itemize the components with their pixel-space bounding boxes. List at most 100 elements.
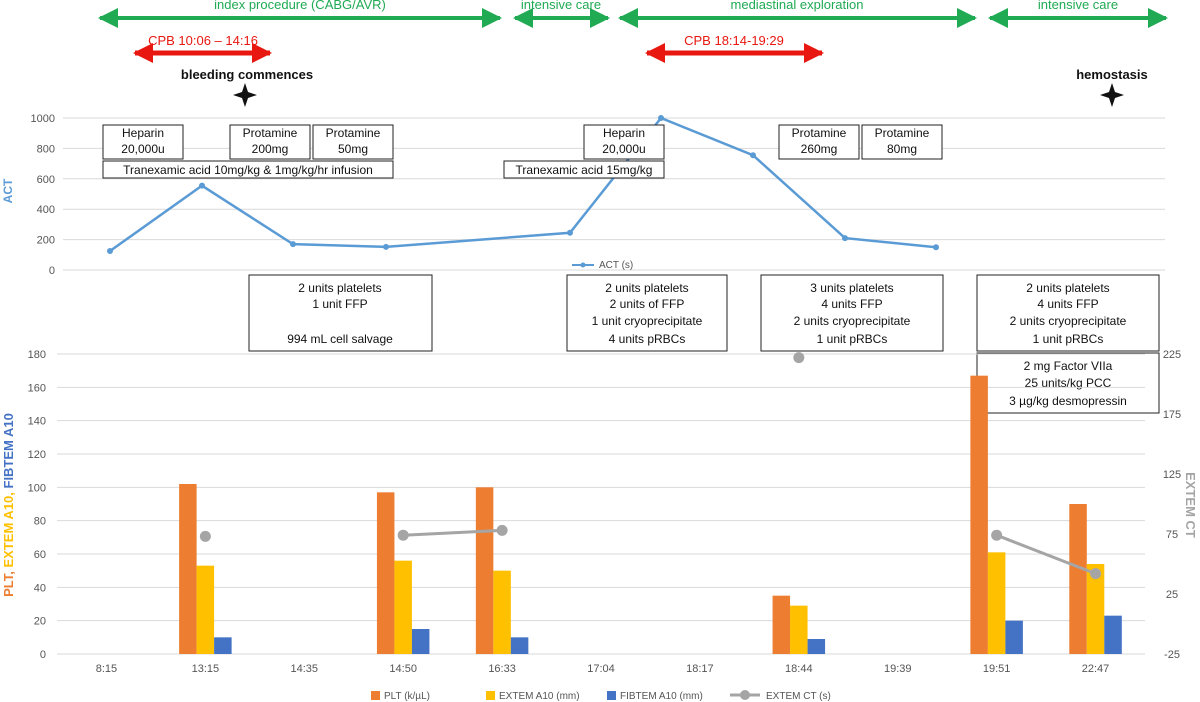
lab-y-tick-label: 100 bbox=[28, 482, 46, 494]
lab-y-ticks: 0 20 40 60 80 100 120 140 160 180 bbox=[28, 349, 46, 661]
legend-label-extem-ct: EXTEM CT (s) bbox=[766, 691, 831, 702]
lab-y-tick-label: 180 bbox=[28, 349, 46, 361]
lab-x-tick-label: 14:35 bbox=[291, 663, 319, 675]
lab-x-tick-label: 19:51 bbox=[983, 663, 1011, 675]
act-series bbox=[107, 115, 939, 254]
act-legend-label: ACT (s) bbox=[599, 260, 633, 271]
extem-ct-segment bbox=[403, 528, 503, 537]
phase-label-index-procedure: index procedure (CABG/AVR) bbox=[214, 0, 386, 12]
bar-extem-a10-mm-19-51 bbox=[987, 552, 1006, 654]
extem-ct-point-16-33 bbox=[496, 524, 508, 536]
bar-plt-k-l-19-51 bbox=[970, 375, 988, 654]
lab-series bbox=[179, 375, 1122, 654]
extem-ct-point-18-44 bbox=[793, 352, 805, 364]
drug-box: Protamine 50mg bbox=[312, 124, 394, 160]
event-label-bleeding: bleeding commences bbox=[181, 67, 313, 82]
transfusion-box: 3 units platelets 4 units FFP 2 units cryo… bbox=[760, 274, 944, 352]
lab-y2-ticks: -25 25 75 125 175 225 bbox=[1163, 349, 1181, 661]
bar-plt-k-l-18-44 bbox=[772, 595, 791, 654]
lab-gridlines bbox=[57, 353, 1145, 655]
phase-label-intensive-care-2: intensive care bbox=[1038, 0, 1118, 12]
bar-fibtem-a10-mm-19-51 bbox=[1005, 620, 1023, 654]
star-icon bbox=[1100, 83, 1124, 107]
extem-ct-point-19-51 bbox=[991, 529, 1003, 541]
act-point-19-39 bbox=[842, 235, 848, 242]
cpb-label-1: CPB 10:06 – 14:16 bbox=[148, 33, 258, 48]
act-point-14-50 bbox=[383, 243, 389, 250]
act-point-14-35 bbox=[290, 241, 296, 248]
lab-x-tick-label: 16:33 bbox=[488, 663, 516, 675]
lab-y-tick-label: 160 bbox=[28, 382, 46, 394]
transfusion-box: 2 units platelets 2 units of FFP 1 unit cr… bbox=[566, 274, 728, 352]
bar-extem-a10-mm-14-50 bbox=[394, 560, 412, 654]
drug-box: Tranexamic acid 15mg/kg bbox=[503, 160, 665, 179]
act-y-tick-label: 0 bbox=[49, 265, 55, 277]
drug-box: Tranexamic acid 10mg/kg & 1mg/kg/hr infu… bbox=[102, 160, 394, 179]
event-markers: bleeding commences hemostasis bbox=[181, 67, 1148, 107]
transfusion-box: 2 mg Factor VIIa 25 units/kg PCC 3 µg/kg d… bbox=[976, 352, 1160, 414]
lab-y2-axis-label: EXTEM CT bbox=[1183, 472, 1198, 538]
transfusion-annotations: 2 units platelets 1 unit FFP 994 mL cell s… bbox=[248, 274, 1160, 414]
bar-fibtem-a10-mm-13-15 bbox=[214, 637, 232, 654]
lab-x-ticks: 8:15 13:15 14:35 14:50 16:33 17:04 18:17 18:44 1… bbox=[96, 663, 1110, 675]
lab-y-tick-label: 120 bbox=[28, 449, 46, 461]
act-y-tick-label: 400 bbox=[37, 204, 55, 216]
bar-fibtem-a10-mm-16-33 bbox=[510, 637, 529, 654]
act-y-tick-label: 800 bbox=[37, 143, 55, 155]
legend-marker-extem-ct bbox=[740, 690, 750, 700]
star-icon bbox=[233, 83, 257, 107]
bar-plt-k-l-16-33 bbox=[475, 487, 494, 654]
cpb-timeline: CPB 10:06 – 14:16 CPB 18:14-19:29 bbox=[133, 33, 824, 63]
legend-label-plt: PLT (k/µL) bbox=[384, 691, 430, 702]
svg-text:Tranexamic acid 15mg/kg: Tranexamic acid 15mg/kg bbox=[516, 163, 653, 177]
lab-x-tick-label: 13:15 bbox=[192, 663, 220, 675]
bar-extem-a10-mm-16-33 bbox=[493, 570, 511, 654]
transfusion-box: 2 units platelets 1 unit FFP 994 mL cell s… bbox=[248, 274, 433, 352]
extem-ct-series bbox=[199, 352, 1102, 580]
lab-x-tick-label: 18:17 bbox=[686, 663, 714, 675]
cpb-label-2: CPB 18:14-19:29 bbox=[684, 33, 784, 48]
bar-plt-k-l-14-50 bbox=[376, 492, 395, 654]
lab-x-tick-label: 19:39 bbox=[884, 663, 912, 675]
drug-box: Protamine 80mg bbox=[861, 124, 943, 160]
event-label-hemostasis: hemostasis bbox=[1076, 67, 1148, 82]
drug-box: Heparin 20,000u bbox=[583, 124, 665, 160]
act-point-13-15 bbox=[199, 182, 205, 189]
lab-y-tick-label: 20 bbox=[34, 616, 46, 628]
drug-annotations: Heparin 20,000u Protamine 200mg Protamine 5… bbox=[102, 124, 943, 179]
lab-y-tick-label: 0 bbox=[40, 649, 46, 661]
lab-y2-tick-label: 125 bbox=[1163, 469, 1181, 481]
legend-label-extem-a10: EXTEM A10 (mm) bbox=[499, 691, 580, 702]
extem-ct-point-22-47 bbox=[1090, 568, 1102, 580]
bar-extem-a10-mm-22-47 bbox=[1086, 564, 1105, 654]
act-legend-marker bbox=[580, 262, 586, 268]
act-y-tick-label: 1000 bbox=[31, 113, 55, 125]
act-point-18-44 bbox=[750, 152, 756, 159]
lab-y-tick-label: 80 bbox=[34, 516, 46, 528]
lab-x-tick-label: 14:50 bbox=[389, 663, 417, 675]
act-point-8-15 bbox=[107, 248, 113, 254]
phase-label-intensive-care-1: intensive care bbox=[521, 0, 601, 12]
phase-label-mediastinal-exploration: mediastinal exploration bbox=[731, 0, 864, 12]
lab-y2-tick-label: -25 bbox=[1164, 649, 1180, 661]
act-y-ticks: 0 200 400 600 800 1000 bbox=[31, 113, 55, 277]
extem-ct-point-14-50 bbox=[397, 529, 409, 541]
bar-fibtem-a10-mm-14-50 bbox=[411, 629, 430, 654]
act-y-tick-label: 600 bbox=[37, 174, 55, 186]
lab-legend: PLT (k/µL) EXTEM A10 (mm) FIBTEM A10 (mm… bbox=[371, 690, 831, 702]
bar-extem-a10-mm-18-44 bbox=[790, 605, 808, 654]
legend-swatch-plt bbox=[371, 691, 380, 700]
transfusion-box: 2 units platelets 4 units FFP 2 units cryo… bbox=[976, 274, 1160, 352]
lab-x-tick-label: 17:04 bbox=[587, 663, 615, 675]
extem-ct-point-13-15 bbox=[199, 530, 211, 542]
act-legend: ACT (s) bbox=[572, 260, 633, 271]
act-point-17-04 bbox=[567, 229, 573, 236]
extem-ct-segment bbox=[996, 533, 1097, 575]
